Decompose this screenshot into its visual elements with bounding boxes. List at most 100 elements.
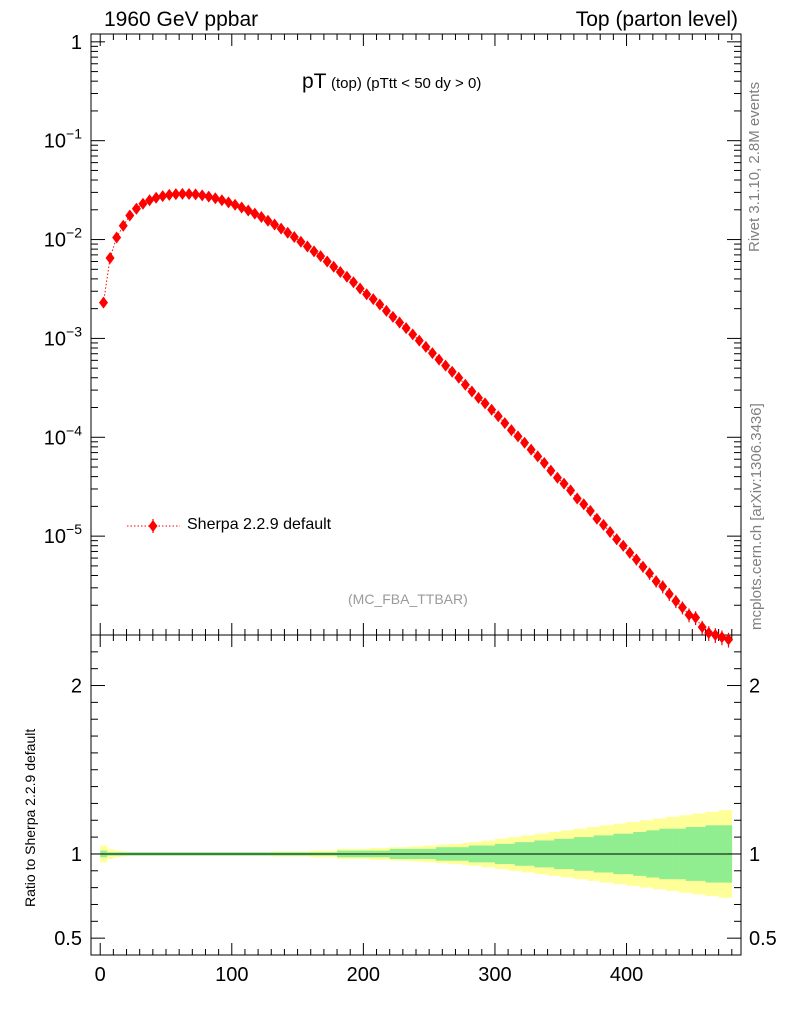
source-label: mcplots.cern.ch [arXiv:1306.3436] [748, 403, 765, 630]
data-point [217, 194, 227, 207]
data-point [342, 270, 352, 283]
data-point [513, 430, 523, 443]
data-point [467, 385, 477, 398]
data-point [276, 222, 286, 235]
data-point [381, 304, 391, 317]
ratio-y-tick-label-left: 2 [71, 676, 82, 698]
data-point [599, 518, 608, 531]
data-point [250, 207, 260, 220]
data-point [99, 296, 108, 309]
data-point [493, 410, 503, 423]
data-point [322, 255, 332, 268]
data-point [210, 192, 220, 205]
data-point [526, 443, 536, 456]
data-point [691, 611, 701, 624]
data-point [316, 250, 326, 263]
data-point [296, 235, 306, 248]
data-point [539, 456, 549, 469]
data-point [177, 187, 187, 200]
data-point [283, 226, 293, 239]
data-point [118, 219, 128, 232]
data-point [125, 209, 135, 222]
data-point [309, 245, 319, 258]
data-point [480, 397, 490, 410]
x-tick-label: 0 [95, 964, 106, 986]
data-point [631, 553, 641, 566]
data-point [171, 188, 181, 201]
data-point [414, 334, 424, 347]
title-main: pT [302, 70, 327, 93]
y-tick-label: 10−2 [44, 225, 82, 252]
data-point [355, 282, 365, 295]
data-point [329, 260, 339, 273]
data-point [158, 190, 168, 203]
data-point [230, 198, 240, 211]
y-tick-label: 1 [71, 32, 82, 54]
ratio-y-tick-label-left: 0.5 [54, 928, 82, 950]
y-tick-label: 10−5 [44, 521, 82, 548]
data-point [474, 391, 483, 404]
series-line [103, 193, 729, 640]
data-point [625, 546, 635, 559]
title-sub2: (pTtt < 50 dy > 0) [366, 75, 482, 92]
data-point [388, 310, 398, 323]
data-point [401, 322, 411, 335]
data-point [349, 276, 358, 289]
data-point [447, 365, 457, 378]
data-point [664, 587, 674, 600]
data-point [454, 371, 464, 384]
data-point [487, 403, 497, 416]
data-point [546, 464, 556, 477]
data-point [197, 189, 207, 202]
data-point [671, 595, 681, 608]
legend-marker [148, 520, 158, 532]
data-point [605, 526, 615, 539]
watermark-label: (MC_FBA_TTBAR) [348, 591, 468, 607]
data-point [138, 197, 148, 210]
data-point [579, 498, 589, 511]
data-point [395, 316, 405, 329]
y-tick-label: 10−1 [44, 126, 82, 153]
data-point [566, 484, 576, 497]
data-point [704, 626, 714, 639]
data-point [559, 477, 569, 490]
data-point [651, 575, 661, 588]
data-point [408, 328, 418, 341]
ratio-plot-frame [90, 634, 742, 956]
data-point [500, 417, 510, 430]
data-point [618, 539, 628, 552]
x-tick-label: 400 [610, 964, 643, 986]
x-tick-label: 200 [347, 964, 380, 986]
data-point [717, 631, 727, 644]
header-right: Top (parton level) [575, 8, 738, 31]
data-point [112, 231, 122, 244]
data-point [658, 580, 668, 593]
data-point [724, 633, 733, 646]
data-point [645, 567, 655, 580]
data-point [368, 293, 378, 306]
data-point [263, 214, 273, 227]
y-tick-label: 10−3 [44, 323, 82, 350]
data-point [710, 629, 720, 641]
data-point [592, 512, 602, 525]
y-tick-label: 10−4 [44, 422, 82, 449]
data-point [520, 436, 530, 449]
data-point [224, 196, 233, 209]
data-point [585, 504, 595, 517]
data-point [533, 450, 543, 463]
data-point [289, 231, 299, 244]
data-point [184, 187, 194, 200]
data-point [270, 218, 280, 231]
x-tick-label: 100 [215, 964, 248, 986]
data-point [434, 353, 444, 366]
data-point [164, 188, 174, 201]
ratio-y-tick-label-right: 1 [749, 844, 760, 866]
data-point [460, 378, 470, 391]
data-point [612, 533, 622, 546]
data-point [105, 252, 115, 265]
header-left: 1960 GeV ppbar [104, 8, 259, 31]
data-point [145, 194, 155, 207]
data-point [441, 359, 451, 372]
data-point [335, 265, 345, 278]
